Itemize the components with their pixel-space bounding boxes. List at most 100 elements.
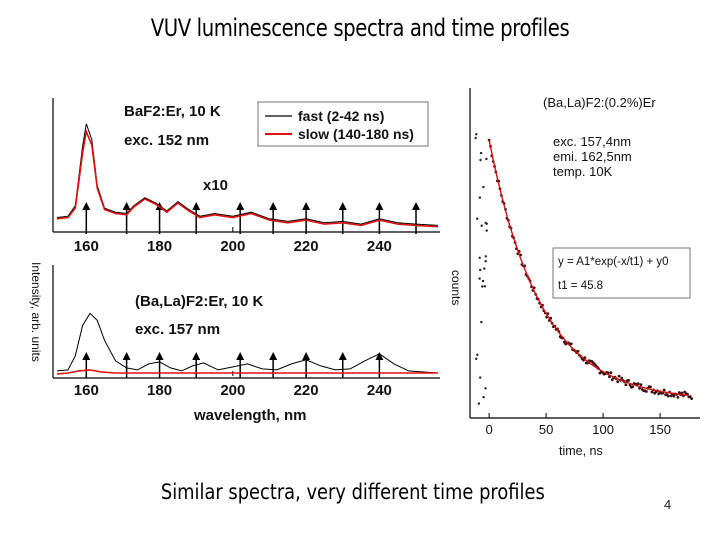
decay-point bbox=[627, 379, 630, 382]
decay-point bbox=[476, 217, 479, 220]
decay-point bbox=[624, 383, 628, 387]
bottom-slow-series-line bbox=[56, 369, 438, 375]
decay-point bbox=[649, 385, 652, 389]
bottom-arrow-head bbox=[236, 352, 245, 360]
top-x-ticks: 160 180 200 220 240 bbox=[74, 227, 392, 255]
decay-point bbox=[677, 391, 681, 394]
bottom-spectrum-panel: 160 180 200 220 240 (Ba,La)F2:Er, 10 K exc. … bbox=[29, 262, 440, 424]
top-arrow-head bbox=[192, 202, 201, 210]
bottom-arrow-head bbox=[302, 352, 311, 360]
decay-point bbox=[479, 151, 483, 155]
bottom-tick-label: 220 bbox=[294, 382, 319, 399]
decay-point bbox=[478, 196, 482, 199]
top-slow-series-line bbox=[56, 128, 439, 228]
bottom-arrow-head bbox=[122, 352, 131, 360]
bottom-tick-label: 240 bbox=[367, 382, 392, 399]
top-arrow-head bbox=[338, 202, 347, 210]
decay-point bbox=[690, 397, 693, 400]
decay-point bbox=[662, 388, 666, 392]
top-arrow-head bbox=[122, 202, 131, 210]
decay-point bbox=[483, 285, 487, 288]
decay-point bbox=[485, 222, 488, 225]
decay-point bbox=[475, 357, 478, 360]
slide-caption: Similar spectra, very different time pro… bbox=[0, 480, 720, 504]
decay-point bbox=[672, 394, 676, 398]
decay-point bbox=[650, 390, 654, 394]
decay-sample-label: (Ba,La)F2:(0.2%)Er bbox=[543, 95, 656, 110]
decay-fit-line bbox=[488, 139, 688, 396]
decay-point bbox=[480, 224, 483, 227]
decay-tick-label: 150 bbox=[649, 422, 671, 437]
decay-point bbox=[478, 256, 481, 259]
decay-x-axis-label: time, ns bbox=[559, 444, 603, 458]
decay-point bbox=[569, 342, 573, 346]
bottom-tick-label: 200 bbox=[220, 382, 245, 399]
top-tick-label: 160 bbox=[74, 238, 99, 255]
top-arrow-head bbox=[412, 202, 421, 210]
decay-condition-1: exc. 157,4nm bbox=[553, 134, 631, 149]
decay-point bbox=[479, 158, 482, 162]
decay-tick-label: 50 bbox=[539, 422, 553, 437]
decay-point bbox=[609, 371, 613, 375]
decay-condition-2: emi. 162,5nm bbox=[553, 149, 632, 164]
top-arrow-head bbox=[82, 202, 91, 210]
bottom-arrow-head bbox=[269, 352, 278, 360]
decay-point bbox=[680, 391, 684, 395]
decay-point bbox=[481, 285, 484, 288]
decay-point bbox=[616, 380, 620, 384]
top-excitation-label: exc. 152 nm bbox=[124, 132, 209, 149]
decay-point bbox=[485, 229, 488, 232]
legend-slow-label: slow (140-180 ns) bbox=[298, 126, 414, 142]
bottom-tick-label: 180 bbox=[147, 382, 172, 399]
decay-point bbox=[484, 255, 487, 258]
legend-box bbox=[257, 101, 429, 147]
top-arrow-head bbox=[236, 202, 245, 210]
decay-point bbox=[639, 383, 643, 386]
fit-formula: y = A1*exp(-x/t1) + y0 bbox=[558, 256, 669, 268]
top-tick-label: 200 bbox=[220, 238, 245, 255]
decay-point bbox=[636, 382, 640, 385]
decay-panel: 0 50 100 150 (Ba,La)F2:(0.2%)Er exc. 157,4n… bbox=[449, 88, 700, 458]
decay-point bbox=[676, 396, 680, 399]
top-annotation-x10: x10 bbox=[203, 177, 228, 194]
spectrum-y-axis-label: Intensity, arb. units bbox=[29, 262, 43, 362]
bottom-x-ticks: 160 180 200 220 240 bbox=[74, 371, 392, 399]
decay-point bbox=[638, 386, 641, 390]
decay-tick-label: 0 bbox=[485, 422, 492, 437]
bottom-x-axis-label: wavelength, nm bbox=[193, 407, 307, 424]
top-tick-label: 180 bbox=[147, 238, 172, 255]
decay-y-axis-label: counts bbox=[449, 270, 463, 305]
decay-point bbox=[482, 185, 485, 189]
decay-point bbox=[645, 390, 648, 393]
decay-point bbox=[620, 376, 624, 380]
bottom-tick-label: 160 bbox=[74, 382, 99, 399]
decay-point bbox=[475, 133, 478, 136]
page-number: 4 bbox=[664, 497, 672, 512]
decay-point bbox=[688, 395, 692, 398]
slide-title: VUV luminescence spectra and time profil… bbox=[150, 14, 570, 42]
decay-point bbox=[476, 353, 479, 356]
fit-result: t1 = 45.8 bbox=[558, 280, 603, 292]
bottom-excitation-label: exc. 157 nm bbox=[135, 321, 220, 338]
bottom-arrow-head bbox=[338, 352, 347, 360]
decay-point bbox=[481, 279, 485, 283]
decay-x-ticks: 0 50 100 150 bbox=[485, 413, 671, 437]
decay-point bbox=[666, 394, 670, 398]
bottom-arrow-head bbox=[375, 352, 384, 360]
decay-point bbox=[482, 396, 485, 399]
decay-point bbox=[617, 374, 621, 378]
decay-point bbox=[479, 376, 482, 379]
bottom-arrow-head bbox=[155, 352, 164, 360]
legend-fast-label: fast (2-42 ns) bbox=[298, 108, 384, 124]
decay-tick-label: 100 bbox=[592, 422, 614, 437]
bottom-arrows bbox=[82, 352, 384, 378]
decay-condition-3: temp. 10K bbox=[553, 164, 613, 179]
bottom-arrow-head bbox=[82, 352, 91, 360]
top-arrow-head bbox=[375, 202, 384, 210]
decay-point bbox=[480, 320, 483, 324]
top-tick-label: 240 bbox=[367, 238, 392, 255]
top-arrow-head bbox=[302, 202, 311, 210]
top-sample-label: BaF2:Er, 10 K bbox=[124, 103, 221, 120]
